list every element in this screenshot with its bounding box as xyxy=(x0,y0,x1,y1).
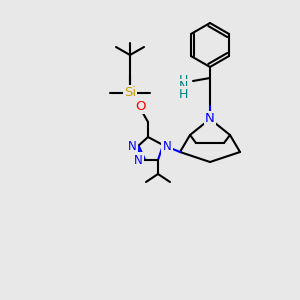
Text: N: N xyxy=(178,80,188,94)
Text: N: N xyxy=(205,112,215,125)
Text: N: N xyxy=(128,140,136,154)
Text: H: H xyxy=(178,74,188,86)
Text: N: N xyxy=(163,140,171,154)
Text: N: N xyxy=(134,154,142,166)
Text: H: H xyxy=(178,88,188,100)
Text: O: O xyxy=(135,100,145,112)
Text: Si: Si xyxy=(124,86,136,100)
